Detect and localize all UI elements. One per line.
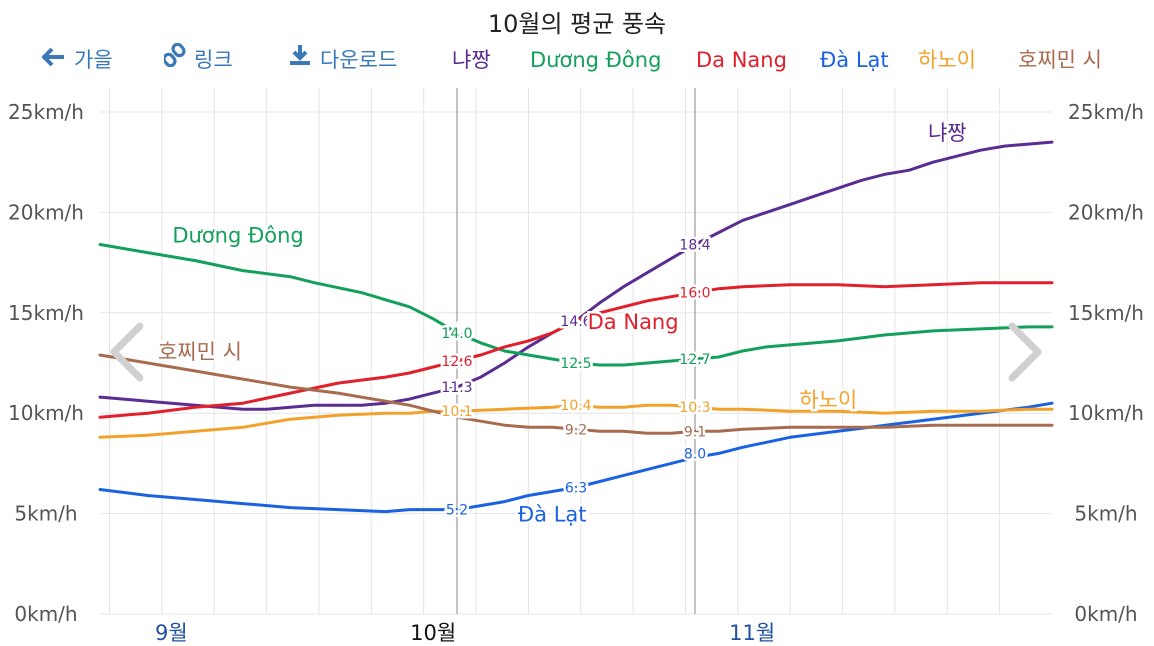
download-label: 다운로드 [320, 48, 398, 72]
data-label: 5.2 [446, 503, 468, 519]
next-arrow-button[interactable] [1006, 322, 1046, 382]
link-icon [162, 42, 186, 77]
data-label: 12.6 [441, 354, 472, 370]
legend-label: 냐짱 [452, 48, 491, 72]
data-label: 14.0 [441, 326, 472, 342]
legend-item-hanoi[interactable]: 하노이 [918, 42, 976, 76]
series-name-label: Da Nang [588, 310, 679, 334]
legend-label: 하노이 [918, 48, 976, 72]
data-label: 18.4 [679, 238, 710, 254]
legend-label: Dương Đông [530, 48, 662, 72]
month-label: 11월 [729, 621, 775, 645]
data-label: 9.2 [565, 422, 587, 438]
legend-label: Đà Lạt [820, 48, 889, 72]
y-tick-label-left: 25km/h [8, 100, 84, 124]
series-name-label: 호찌민 시 [158, 340, 242, 364]
chevron-left-icon [110, 322, 144, 382]
month-label: 9월 [155, 621, 188, 645]
back-label: 가을 [74, 48, 113, 72]
chevron-right-icon [1008, 322, 1042, 382]
arrow-left-icon [42, 43, 66, 77]
y-tick-label-left: 15km/h [8, 301, 84, 325]
data-label: 9.1 [684, 424, 706, 440]
back-button[interactable]: 가을 [42, 42, 113, 76]
y-tick-label-right: 0km/h [1074, 602, 1137, 626]
data-label: 10.1 [441, 404, 472, 420]
legend-item-nhatrang[interactable]: 냐짱 [452, 42, 491, 76]
y-tick-label-right: 25km/h [1068, 100, 1144, 124]
y-tick-label-left: 10km/h [8, 401, 84, 425]
data-label: 14.6 [560, 314, 591, 330]
chart-toolbar: 가을 링크 다운로드 냐짱 Dương Đông Da Nang Đà Lạt … [0, 42, 1154, 76]
legend-item-danang[interactable]: Da Nang [696, 42, 787, 76]
chart-title: 10월의 평균 풍속 [487, 10, 667, 38]
data-label: 11.3 [441, 380, 472, 396]
data-label: 6.3 [565, 480, 587, 496]
data-label: 10.3 [679, 400, 710, 416]
link-label: 링크 [194, 48, 233, 72]
series-name-label: 하노이 [799, 388, 857, 412]
series-name-label: 냐짱 [928, 121, 967, 145]
month-label: 10월 [410, 621, 456, 645]
data-label: 16.0 [679, 286, 710, 302]
y-tick-label-left: 20km/h [8, 200, 84, 224]
legend-item-dalat[interactable]: Đà Lạt [820, 42, 889, 76]
y-tick-label-right: 5km/h [1074, 502, 1137, 526]
y-tick-label-right: 15km/h [1068, 301, 1144, 325]
series-line [98, 281, 1054, 419]
series-line [98, 353, 1054, 435]
legend-label: Da Nang [696, 48, 787, 72]
y-tick-label-right: 10km/h [1068, 401, 1144, 425]
legend-label: 호찌민 시 [1018, 48, 1102, 72]
data-label: 8.0 [684, 446, 706, 462]
series-line [98, 140, 1054, 411]
series-line [98, 243, 1054, 367]
prev-arrow-button[interactable] [106, 322, 146, 382]
legend-item-duongdong[interactable]: Dương Đông [530, 42, 661, 76]
data-label: 12.7 [679, 352, 710, 368]
series-line [98, 401, 1054, 514]
data-label: 12.5 [560, 356, 591, 372]
y-tick-label-right: 20km/h [1068, 200, 1144, 224]
series-line [98, 403, 1054, 439]
y-tick-label-left: 0km/h [14, 602, 77, 626]
download-button[interactable]: 다운로드 [288, 42, 397, 76]
y-tick-label-left: 5km/h [14, 502, 77, 526]
data-label: 10.4 [560, 398, 591, 414]
series-name-label: Đà Lạt [518, 503, 587, 527]
legend-item-hochiminh[interactable]: 호찌민 시 [1018, 42, 1102, 76]
series-name-label: Dương Đông [172, 224, 303, 248]
download-icon [288, 43, 312, 77]
link-button[interactable]: 링크 [162, 42, 233, 77]
